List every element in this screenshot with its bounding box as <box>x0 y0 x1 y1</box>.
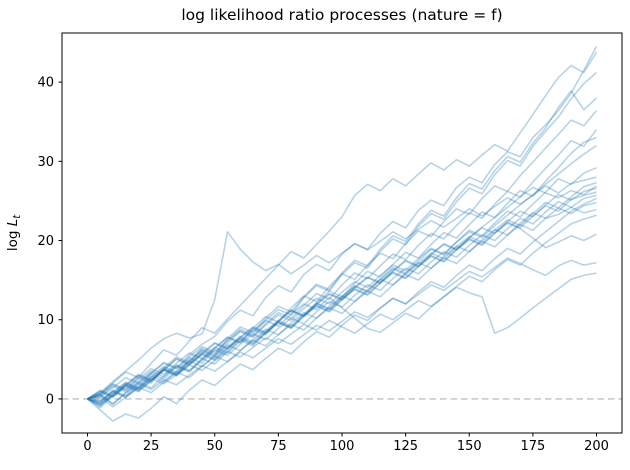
series-line-path-19 <box>87 257 597 405</box>
series-line-path-09 <box>87 176 597 400</box>
series-line-path-18 <box>87 222 597 406</box>
series-line-path-04 <box>87 90 598 400</box>
y-tick-label: 40 <box>37 76 54 91</box>
series-line-path-03 <box>87 71 598 409</box>
x-tick-label: 125 <box>393 439 418 454</box>
series-line-path-20 <box>87 272 597 403</box>
chart-title: log likelihood ratio processes (nature =… <box>181 6 503 24</box>
series-line-path-13 <box>87 194 597 400</box>
series-line-path-16 <box>87 206 597 402</box>
series-line-path-21 <box>87 144 597 400</box>
x-tick-label: 75 <box>270 439 287 454</box>
series-line-path-10 <box>87 181 597 404</box>
series-line-path-22 <box>87 185 597 400</box>
series-line-path-08 <box>87 166 597 406</box>
y-tick-label: 10 <box>37 313 54 328</box>
x-tick-label: 25 <box>143 439 160 454</box>
series-line-path-07 <box>87 136 597 403</box>
series-line-path-15 <box>87 201 597 408</box>
x-tick-label: 150 <box>457 439 482 454</box>
series-line-path-12 <box>87 191 597 407</box>
x-tick-label: 50 <box>206 439 223 454</box>
series-line-path-05 <box>87 110 598 407</box>
series-line-path-06 <box>87 129 598 400</box>
x-tick-label: 100 <box>330 439 355 454</box>
series-line-path-17 <box>87 214 597 400</box>
y-tick-label: 20 <box>37 234 54 249</box>
y-tick-label: 30 <box>37 155 54 170</box>
series-line-path-14 <box>86 197 597 422</box>
y-axis-label: log Lt <box>5 214 23 251</box>
y-tick-label: 0 <box>46 392 54 407</box>
series-line-path-01 <box>87 46 598 405</box>
series-line-path-02 <box>87 51 598 400</box>
x-tick-label: 175 <box>520 439 545 454</box>
series-line-path-11 <box>87 187 597 400</box>
x-tick-label: 200 <box>584 439 609 454</box>
x-tick-label: 0 <box>83 439 91 454</box>
